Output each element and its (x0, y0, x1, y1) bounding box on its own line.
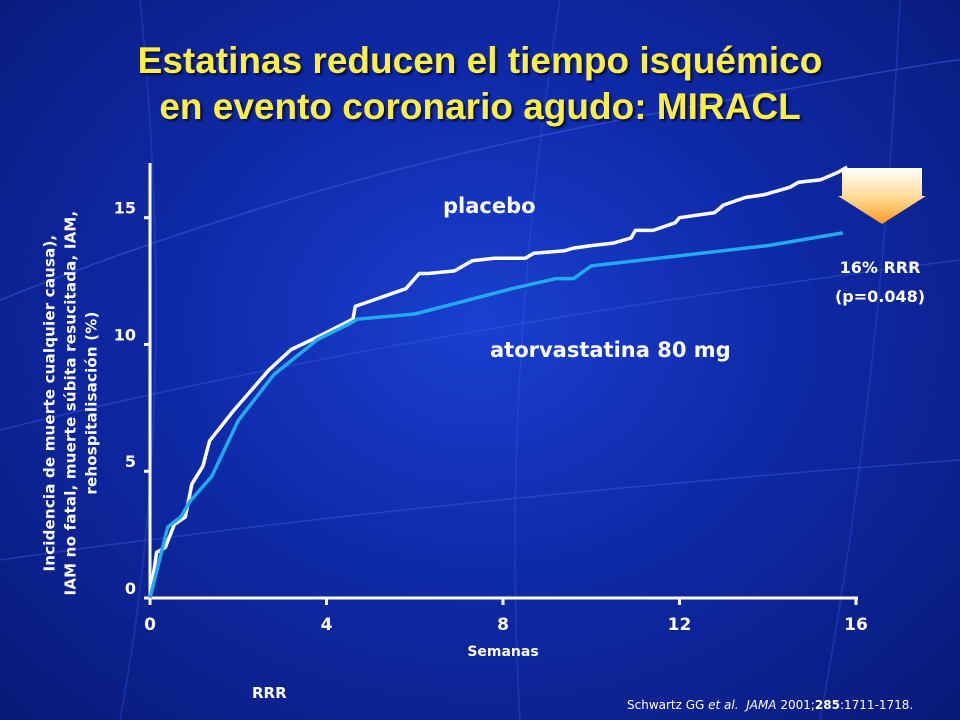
x-tick-label: 12 (668, 615, 692, 635)
citation-authors: Schwartz GG (627, 698, 709, 712)
slide-title-line-1: Estatinas reducen el tiempo isquémico (137, 40, 823, 81)
x-tick-label: 0 (144, 615, 156, 635)
citation-journal: JAMA (746, 698, 777, 712)
placebo-line (148, 165, 849, 599)
axes: 0 5 10 15 0 4 8 12 16 Semanas (114, 163, 868, 660)
footer-rrr-label: RRR (252, 684, 287, 702)
citation: Schwartz GG et al. JAMA 2001;285:1711-17… (627, 698, 913, 712)
slide-title-line-2: en evento coronario agudo: MIRACL (159, 86, 801, 127)
citation-year: 2001; (776, 698, 815, 712)
atorvastatin-series-label: atorvastatina 80 mg (490, 338, 731, 362)
citation-volume: 285 (814, 698, 840, 712)
y-tick-label: 0 (125, 579, 136, 598)
rrr-p-value: (p=0.048) (834, 287, 926, 306)
citation-etal: et al. (708, 698, 739, 712)
atorvastatin-line (148, 231, 844, 599)
placebo-series-label: placebo (443, 194, 536, 218)
x-tick-label: 4 (321, 615, 333, 635)
y-tick-label: 10 (114, 325, 136, 344)
x-tick-label: 8 (497, 615, 509, 635)
x-axis-label: Semanas (467, 644, 538, 660)
series-lines (148, 165, 849, 599)
x-tick-label: 16 (844, 615, 868, 635)
series-labels: placebo atorvastatina 80 mg (443, 194, 731, 362)
y-tick-label: 15 (114, 199, 136, 218)
citation-pages: :1711-1718. (839, 698, 914, 712)
reduction-arrow-icon (838, 168, 926, 224)
rrr-value: 16% RRR (839, 258, 921, 277)
y-tick-label: 5 (125, 452, 136, 471)
